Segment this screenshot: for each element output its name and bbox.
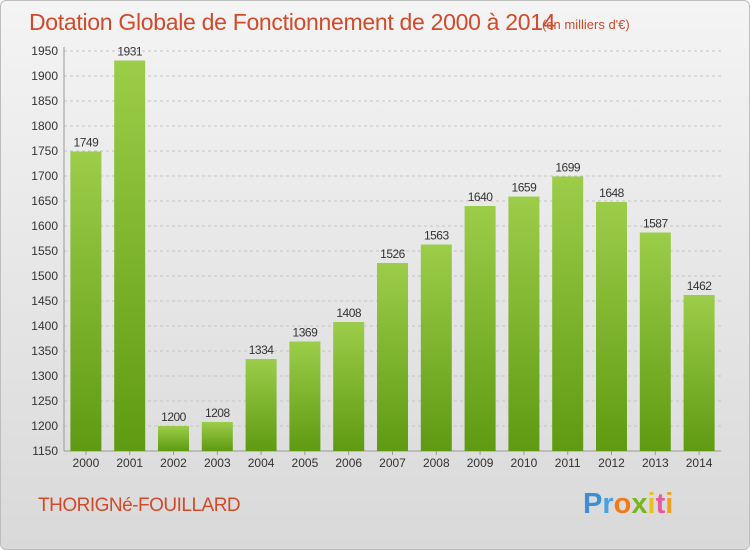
x-tick-label: 2011	[555, 456, 581, 470]
x-tick-label: 2010	[511, 456, 538, 470]
x-tick-label: 2013	[642, 456, 669, 470]
y-tick-label: 1200	[31, 419, 58, 433]
bar	[333, 322, 365, 451]
data-label: 1208	[205, 406, 231, 420]
y-tick-label: 1800	[31, 119, 58, 133]
bar	[508, 196, 540, 451]
x-tick-label: 2002	[160, 456, 187, 470]
logo-letter: x	[631, 488, 648, 520]
y-tick-label: 1950	[31, 44, 58, 58]
data-label: 1563	[424, 229, 450, 243]
bar	[70, 151, 102, 451]
bar	[245, 359, 277, 451]
data-label: 1200	[161, 410, 187, 424]
y-tick-label: 1500	[31, 269, 58, 283]
data-label: 1749	[74, 136, 100, 150]
x-tick-label: 2012	[598, 456, 625, 470]
x-tick-label: 2007	[379, 456, 406, 470]
data-label: 1334	[249, 343, 275, 357]
data-label: 1526	[380, 247, 406, 261]
bar	[114, 60, 146, 451]
bar	[377, 263, 408, 451]
y-tick-label: 1250	[31, 394, 58, 408]
x-tick-label: 2000	[73, 456, 100, 470]
data-label: 1659	[512, 181, 538, 195]
bar	[420, 244, 452, 451]
y-tick-label: 1150	[32, 444, 58, 458]
bar	[639, 232, 671, 451]
data-label: 1648	[599, 186, 625, 200]
x-tick-label: 2004	[248, 456, 275, 470]
x-tick-label: 2003	[204, 456, 231, 470]
data-label: 1462	[687, 279, 713, 293]
data-label: 1640	[468, 190, 494, 204]
y-tick-label: 1700	[31, 169, 58, 183]
data-label: 1369	[293, 326, 319, 340]
data-label: 1587	[643, 217, 669, 231]
y-tick-label: 1300	[31, 369, 58, 383]
y-tick-label: 1900	[31, 69, 58, 83]
y-tick-label: 1600	[31, 219, 58, 233]
logo-letter: i	[647, 488, 656, 520]
logo-letter: i	[665, 488, 674, 520]
logo-letter: P	[583, 488, 603, 520]
bar	[158, 426, 189, 451]
proxiti-logo: Proxiti	[583, 488, 673, 521]
y-tick-label: 1850	[31, 94, 58, 108]
x-tick-label: 2001	[116, 456, 143, 470]
data-label: 1408	[336, 306, 362, 320]
commune-name: THORIGNé-FOUILLARD	[38, 495, 241, 516]
bars	[70, 60, 715, 451]
x-tick-label: 2006	[335, 456, 362, 470]
data-label: 1931	[117, 45, 143, 59]
bar	[552, 176, 584, 451]
logo-letter: o	[613, 488, 632, 520]
y-axis: 1150 1200 1250 1300 1350 1400 1450 1500 1550 1600…	[31, 44, 58, 458]
y-tick-label: 1650	[31, 194, 58, 208]
x-tick-label: 2009	[467, 456, 494, 470]
y-tick-label: 1450	[31, 294, 58, 308]
logo-letter: t	[655, 488, 666, 520]
chart-subtitle: (en milliers d'€)	[542, 17, 630, 32]
bar	[683, 295, 715, 451]
x-tick-label: 2005	[292, 456, 319, 470]
bar	[201, 422, 233, 451]
bar	[289, 341, 321, 451]
logo-letter: r	[602, 488, 614, 520]
y-tick-label: 1550	[31, 244, 58, 258]
x-axis: 2000 2001 2002 2003 2004 2005 2006 2007 2008 2009…	[73, 451, 713, 470]
y-tick-label: 1750	[31, 144, 58, 158]
chart-title: Dotation Globale de Fonctionnement de 20…	[29, 9, 556, 35]
y-tick-label: 1400	[31, 319, 58, 333]
x-tick-label: 2014	[686, 456, 713, 470]
data-label: 1699	[555, 161, 581, 175]
bar	[464, 206, 496, 451]
y-tick-label: 1350	[31, 344, 58, 358]
bar	[596, 202, 627, 451]
data-labels: 1749 1931 1200 1208 1334 1369 1408 1526 1563 1640…	[74, 45, 713, 425]
x-tick-label: 2008	[423, 456, 450, 470]
